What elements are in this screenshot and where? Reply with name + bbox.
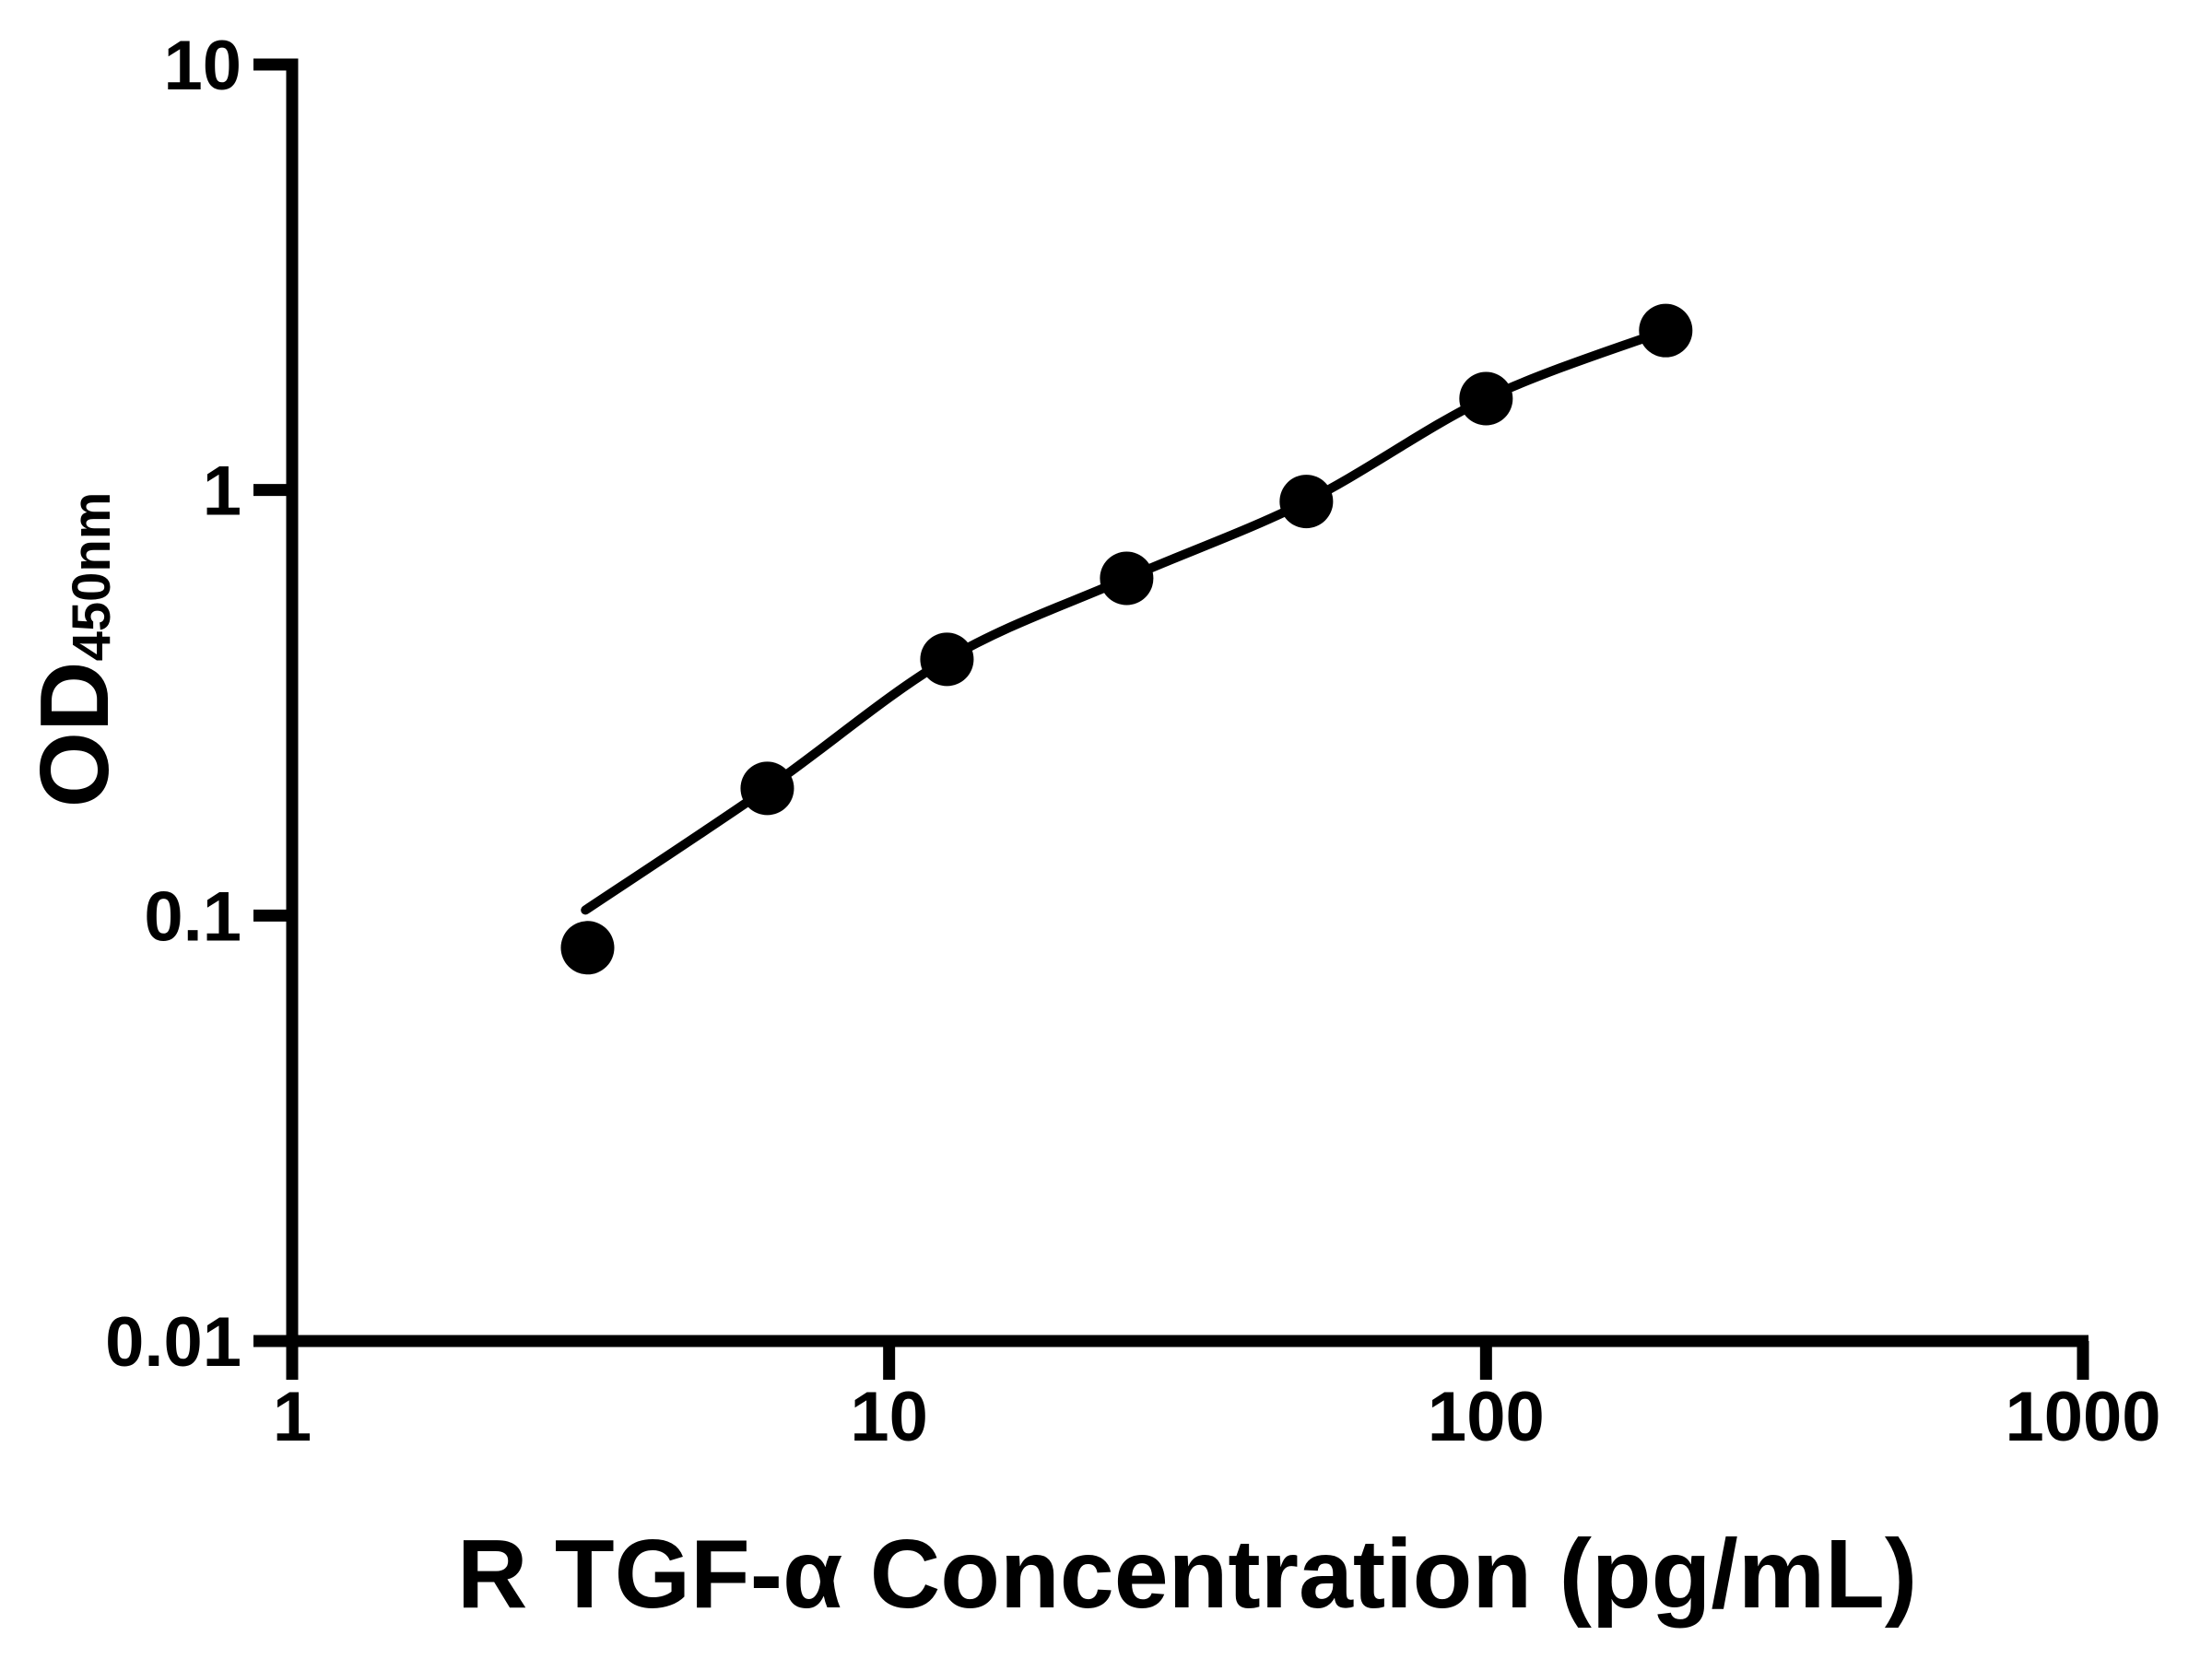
axes: 10 1 0.1 0.01 1 10 100 1000 <box>105 27 2160 1456</box>
x-tick-label-1: 1 <box>273 1378 312 1456</box>
y-tick-label-10: 10 <box>163 27 241 105</box>
x-tick-label-100: 100 <box>1428 1378 1545 1456</box>
y-tick-label-1: 1 <box>203 453 241 531</box>
x-tick-label-1000: 1000 <box>2005 1378 2160 1456</box>
x-tick-label-10: 10 <box>850 1378 928 1456</box>
data-point-x6.25 <box>740 761 794 816</box>
y-axis-title: OD450nm <box>20 492 129 808</box>
data-point-x25 <box>1100 551 1154 606</box>
data-point-x3.125 <box>560 921 615 975</box>
y-axis-title-subscript: 450nm <box>62 492 122 662</box>
x-axis-title: R TGF-α Concentration (pg/mL) <box>457 1520 1917 1629</box>
y-axis-title-main: OD <box>20 661 129 807</box>
data-series <box>560 303 1693 975</box>
data-point-x100 <box>1459 371 1513 426</box>
y-tick-label-0.01: 0.01 <box>105 1303 241 1382</box>
data-point-x50 <box>1279 475 1334 529</box>
data-point-x200 <box>1639 303 1693 358</box>
data-point-x12.5 <box>920 632 974 687</box>
y-tick-label-0.1: 0.1 <box>144 877 241 956</box>
axis-spine <box>286 58 2088 1347</box>
